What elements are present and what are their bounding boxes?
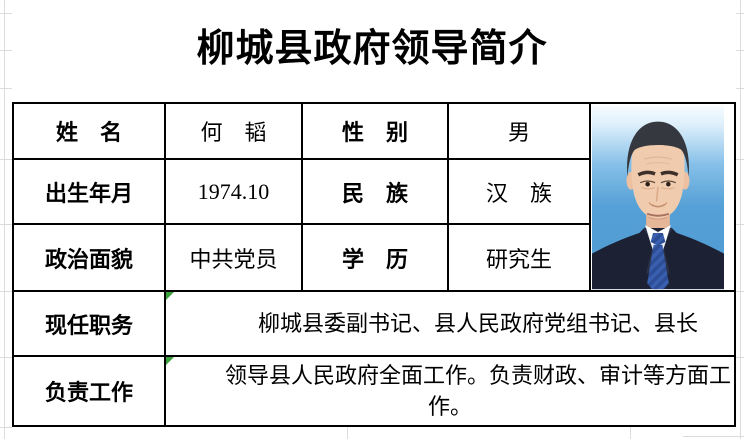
ethnic-label: 民 族 [341, 180, 408, 206]
education-label-cell[interactable]: 学 历 [301, 223, 449, 292]
gridline [736, 357, 744, 358]
page-title: 柳城县政府领导简介 [196, 28, 548, 70]
education-value-cell[interactable]: 研究生 [447, 223, 591, 292]
education-label: 学 历 [341, 246, 408, 272]
birth-label: 出生年月 [44, 180, 133, 206]
gridline [0, 50, 12, 51]
political-label-cell[interactable]: 政治面貌 [12, 223, 166, 292]
photo-cell[interactable] [589, 102, 736, 292]
gridline [4, 0, 5, 439]
gender-value: 男 [507, 120, 530, 145]
gender-label-cell[interactable]: 性 别 [301, 102, 449, 160]
gridline [0, 357, 12, 358]
table-row: 负责工作 领导县人民政府全面工作。负责财政、审计等方面工作。 [12, 355, 736, 427]
gridline [0, 291, 12, 292]
gridline [736, 50, 744, 51]
duty-label: 负责工作 [44, 380, 133, 405]
gridline [736, 291, 744, 292]
table-row: 现任职务 柳城县委副书记、县人民政府党组书记、县长 [12, 290, 736, 357]
cell-error-indicator-icon [167, 293, 174, 300]
position-value: 柳城县委副书记、县人民政府党组书记、县长 [257, 311, 698, 336]
table-row: 姓 名 何 韬 性 别 男 [12, 102, 736, 292]
name-label: 姓 名 [55, 120, 122, 145]
gridline [736, 224, 744, 225]
gridline [736, 13, 744, 14]
official-portrait-photo [592, 105, 724, 289]
gridline [0, 159, 12, 160]
gridline [736, 159, 744, 160]
gridline [683, 436, 744, 437]
gridline [740, 0, 741, 439]
birth-value-cell[interactable]: 1974.10 [164, 158, 303, 225]
gridline [0, 88, 12, 89]
duty-label-cell[interactable]: 负责工作 [12, 355, 166, 427]
gridline [0, 427, 12, 428]
birth-value: 1974.10 [197, 178, 270, 204]
gender-label: 性 别 [341, 120, 408, 145]
name-value: 何 韬 [200, 120, 267, 145]
education-value: 研究生 [485, 246, 552, 272]
table-row: 政治面貌 中共党员 学 历 研究生 [12, 223, 735, 292]
position-label-cell[interactable]: 现任职务 [12, 290, 166, 357]
table-row: 出生年月 1974.10 民 族 汉 族 [12, 158, 735, 225]
birth-label-cell[interactable]: 出生年月 [12, 158, 166, 225]
profile-table: 姓 名 何 韬 性 别 男 [12, 102, 736, 427]
political-label: 政治面貌 [44, 246, 133, 272]
gridline [0, 224, 12, 225]
gridline [347, 427, 348, 439]
gridline [736, 88, 744, 89]
duty-value-cell[interactable]: 领导县人民政府全面工作。负责财政、审计等方面工作。 [164, 355, 736, 427]
duty-value: 领导县人民政府全面工作。负责财政、审计等方面工作。 [224, 363, 731, 419]
gridline [630, 427, 631, 439]
name-value-cell[interactable]: 何 韬 [164, 102, 303, 160]
political-value-cell[interactable]: 中共党员 [164, 223, 303, 292]
position-value-cell[interactable]: 柳城县委副书记、县人民政府党组书记、县长 [164, 290, 736, 357]
cell-error-indicator-icon [167, 358, 174, 365]
position-label: 现任职务 [44, 312, 133, 338]
ethnic-value: 汉 族 [485, 180, 552, 206]
name-label-cell[interactable]: 姓 名 [12, 102, 166, 160]
ethnic-label-cell[interactable]: 民 族 [301, 158, 449, 225]
gender-value-cell[interactable]: 男 [447, 102, 591, 160]
political-value: 中共党员 [189, 246, 278, 272]
gridline [0, 13, 12, 14]
ethnic-value-cell[interactable]: 汉 族 [447, 158, 591, 225]
